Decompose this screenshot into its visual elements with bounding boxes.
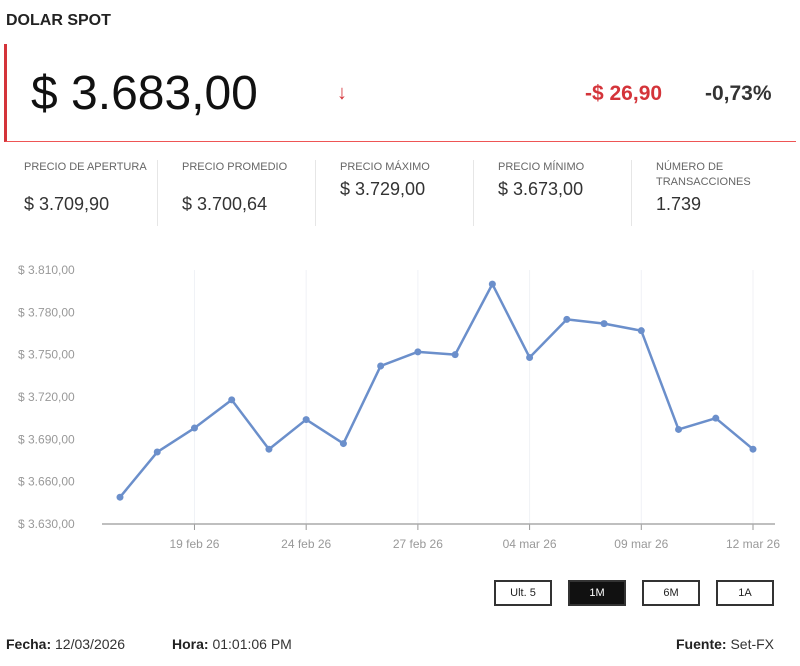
- x-tick-label: 09 mar 26: [614, 537, 668, 551]
- data-point: [116, 493, 124, 501]
- stat-opening: PRECIO DE APERTURA $ 3.709,90: [0, 160, 158, 226]
- range-button-1a[interactable]: 1A: [716, 580, 774, 606]
- arrow-down-icon: ↓: [337, 82, 347, 104]
- data-point: [451, 351, 459, 359]
- data-point: [675, 425, 683, 433]
- range-button-5d[interactable]: Ult. 5: [494, 580, 552, 606]
- page-title: DOLAR SPOT: [6, 12, 111, 29]
- range-button-6m[interactable]: 6M: [642, 580, 700, 606]
- x-tick-label: 12 mar 26: [726, 537, 780, 551]
- stat-label: PRECIO PROMEDIO: [182, 161, 288, 173]
- data-point: [190, 424, 198, 432]
- time-value: 01:01:06 PM: [212, 636, 292, 652]
- stat-max: PRECIO MÁXIMO $ 3.729,00: [316, 160, 474, 226]
- source-value: Set-FX: [730, 636, 775, 652]
- data-point: [600, 320, 608, 328]
- stat-value: $ 3.709,90: [24, 194, 110, 214]
- data-point: [712, 414, 720, 422]
- range-button-1m[interactable]: 1M: [568, 580, 626, 606]
- data-point: [488, 280, 496, 288]
- price-change-percent: -0,73%: [705, 82, 772, 105]
- price-chart: $ 3.630,00 $ 3.660,00 $ 3.690,00 $ 3.720,00…: [18, 263, 780, 551]
- time-label: Hora:: [172, 636, 209, 652]
- data-point: [228, 396, 236, 404]
- range-buttons: Ult. 5 1M 6M 1A: [494, 580, 774, 606]
- x-tick-label: 27 feb 26: [393, 537, 443, 551]
- stat-value: $ 3.700,64: [182, 194, 268, 214]
- data-point: [302, 416, 310, 424]
- y-tick-label: $ 3.630,00: [18, 517, 75, 531]
- stat-value: $ 3.729,00: [340, 179, 426, 199]
- stat-average: PRECIO PROMEDIO $ 3.700,64: [158, 160, 316, 226]
- footer-source: Fuente: Set-FX: [676, 636, 774, 652]
- stat-value: $ 3.673,00: [498, 179, 584, 199]
- footer-time: Hora: 01:01:06 PM: [172, 636, 292, 652]
- footer-date: Fecha: 12/03/2026: [6, 636, 125, 652]
- stat-label: NÚMERO DE TRANSACCIONES: [656, 161, 751, 188]
- x-tick-label: 24 feb 26: [281, 537, 331, 551]
- stat-transactions: NÚMERO DE TRANSACCIONES 1.739: [632, 160, 790, 226]
- y-tick-label: $ 3.720,00: [18, 390, 75, 404]
- stats-row: PRECIO DE APERTURA $ 3.709,90 PRECIO PROM…: [0, 160, 800, 226]
- y-tick-label: $ 3.780,00: [18, 305, 75, 319]
- y-tick-label: $ 3.660,00: [18, 475, 75, 489]
- data-point: [526, 353, 534, 361]
- price-box: $ 3.683,00 ↓ -$ 26,90 -0,73%: [4, 44, 796, 142]
- current-price: $ 3.683,00: [31, 67, 258, 120]
- stat-value: 1.739: [656, 194, 702, 214]
- source-label: Fuente:: [676, 636, 727, 652]
- x-tick-label: 04 mar 26: [503, 537, 557, 551]
- y-tick-label: $ 3.690,00: [18, 432, 75, 446]
- data-point: [377, 362, 385, 370]
- date-value: 12/03/2026: [55, 636, 126, 652]
- data-point: [637, 327, 645, 335]
- stat-min: PRECIO MÍNIMO $ 3.673,00: [474, 160, 632, 226]
- price-change: -$ 26,90: [585, 82, 663, 105]
- data-point: [414, 348, 422, 356]
- x-tick-label: 19 feb 26: [169, 537, 219, 551]
- stat-label: PRECIO MÁXIMO: [340, 161, 430, 173]
- data-point: [265, 445, 273, 453]
- y-tick-label: $ 3.750,00: [18, 348, 75, 362]
- price-line: [119, 282, 754, 498]
- data-point: [339, 440, 347, 448]
- data-point: [563, 315, 571, 323]
- data-point: [749, 445, 757, 453]
- y-tick-label: $ 3.810,00: [18, 263, 75, 277]
- stat-label: PRECIO DE APERTURA: [24, 161, 147, 173]
- date-label: Fecha:: [6, 636, 52, 652]
- data-point: [153, 448, 161, 456]
- stat-label: PRECIO MÍNIMO: [498, 161, 585, 173]
